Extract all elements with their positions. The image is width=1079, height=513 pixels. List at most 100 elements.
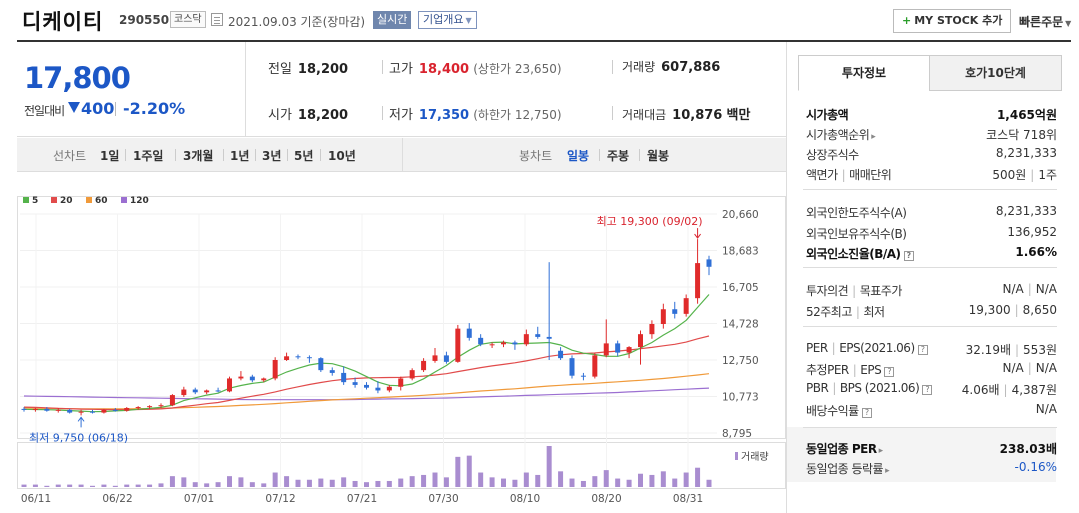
legend-swatch xyxy=(86,197,92,203)
divider xyxy=(612,60,613,74)
candle-body xyxy=(683,298,689,314)
volume-bar xyxy=(626,479,632,487)
period-3y[interactable]: 3년 xyxy=(262,149,282,163)
candle-body xyxy=(489,344,495,346)
stock-header: 디케이티 290550 코스닥 2021.09.03 기준(장마감) 실시간 기… xyxy=(0,0,1079,40)
row-pbr: PBR | BPS (2021.06)? 4.06배 | 4,387원 xyxy=(806,381,1057,397)
price-panel: 17,800 전일대비 400 -2.20% xyxy=(17,42,246,137)
prev-day-label: 전일대비 xyxy=(24,104,65,118)
help-icon[interactable]: ? xyxy=(884,367,895,377)
period-1d[interactable]: 1일 xyxy=(100,149,120,163)
volume-bar xyxy=(455,456,461,487)
week52-low-label: 최저 xyxy=(863,305,885,319)
candle-body xyxy=(135,407,141,409)
info-tabs: 투자정보 호가10단계 xyxy=(798,55,1062,91)
help-icon[interactable]: ? xyxy=(903,251,914,261)
row-industry-rate[interactable]: 동일업종 등락률 ▸ -0.16% xyxy=(803,458,1057,478)
volume-bar xyxy=(158,483,164,487)
foreign-limit-label: 외국인한도주식수(A) xyxy=(806,206,907,220)
legend-label: 120 xyxy=(130,196,149,206)
candle-body xyxy=(466,328,472,338)
candle-daily[interactable]: 일봉 xyxy=(567,149,590,163)
candle-monthly[interactable]: 월봉 xyxy=(647,149,670,163)
candle-body xyxy=(409,370,415,379)
industry-rate-label: 동일업종 등락률 xyxy=(806,462,884,476)
volume-plot-frame xyxy=(17,442,786,489)
company-overview-button[interactable]: 기업개요 ▼ xyxy=(418,11,477,29)
candle-body xyxy=(21,408,27,410)
tab-hoga[interactable]: 호가10단계 xyxy=(929,55,1062,91)
y-tick-label: 14,728 xyxy=(722,319,759,331)
plus-icon: + xyxy=(902,14,912,27)
volume-bar xyxy=(67,484,73,487)
volume-bar xyxy=(535,474,541,487)
candle-body xyxy=(249,376,255,381)
row-dividend: 배당수익률? N/A xyxy=(803,400,1057,420)
candle-body xyxy=(192,389,198,393)
candle-body xyxy=(55,409,61,411)
current-price: 17,800 xyxy=(24,61,131,95)
open-value: 18,200 xyxy=(297,108,349,123)
add-mystock-button[interactable]: + MY STOCK 추가 xyxy=(893,9,1012,33)
candle-body xyxy=(660,309,666,325)
base-date: 2021.09.03 기준(장마감) xyxy=(228,15,366,29)
per-label: PER xyxy=(806,341,828,355)
volume-bar xyxy=(192,482,198,487)
candle-body xyxy=(638,334,643,348)
price-chart[interactable]: 5 20 60 120 20,660 18,683 16,705 14,728 12,750 10… xyxy=(17,172,786,513)
down-triangle-icon xyxy=(68,102,80,113)
period-1y[interactable]: 1년 xyxy=(230,149,250,163)
volume-bar xyxy=(501,478,506,487)
period-bar: 선차트 1일 1주일 3개월 1년 3년 5년 10년 봉차트 일봉 주봉 월봉 xyxy=(17,138,786,172)
legend-label: 20 xyxy=(60,196,73,206)
pbr-value: 4.06배 xyxy=(961,383,1000,397)
divider xyxy=(803,267,1057,268)
volume-bar xyxy=(204,483,210,487)
shares-label: 상장주식수 xyxy=(806,148,859,162)
candle-body xyxy=(432,355,438,361)
period-10y[interactable]: 10년 xyxy=(328,149,356,163)
prev-close-cell: 전일 18,200 xyxy=(268,58,348,77)
volume-bar xyxy=(523,472,529,487)
row-industry-per[interactable]: 동일업종 PER ▸ 238.03배 xyxy=(803,438,1057,458)
market-cap-rank-value: 코스닥 718위 xyxy=(986,128,1057,142)
stock-name: 디케이티 xyxy=(22,10,104,34)
candle-body xyxy=(124,407,130,411)
legend-label: 5 xyxy=(32,196,38,206)
candle-weekly[interactable]: 주봉 xyxy=(607,149,630,163)
volume-bar xyxy=(546,446,552,487)
help-icon[interactable]: ? xyxy=(922,385,933,395)
volume-cell: 거래량 607,886 xyxy=(622,58,720,75)
dividend-value: N/A xyxy=(1035,402,1057,416)
volume-bar xyxy=(135,484,141,487)
period-1w[interactable]: 1주일 xyxy=(133,149,164,163)
period-3m[interactable]: 3개월 xyxy=(183,149,214,163)
candle-body xyxy=(306,357,312,359)
legend-swatch xyxy=(23,197,29,203)
candle-body xyxy=(649,324,655,335)
help-icon[interactable]: ? xyxy=(861,408,872,418)
tab-invest-info[interactable]: 투자정보 xyxy=(798,55,930,91)
candle-body xyxy=(272,360,278,379)
volume-bar xyxy=(603,470,609,487)
row-market-cap-rank[interactable]: 시가총액순위 ▸ 코스닥 718위 xyxy=(803,124,1057,144)
realtime-button[interactable]: 실시간 xyxy=(373,11,412,29)
open-label: 시가 xyxy=(268,108,292,123)
candle-body xyxy=(386,386,392,391)
candle-body xyxy=(706,259,712,267)
upper-limit: (상한가 23,650) xyxy=(473,62,562,76)
help-icon[interactable]: ? xyxy=(917,345,928,355)
industry-per-label: 동일업종 PER xyxy=(806,442,877,456)
period-5y[interactable]: 5년 xyxy=(294,149,314,163)
dividend-label: 배당수익률 xyxy=(806,404,859,418)
volume-bar xyxy=(101,484,107,487)
quick-order-button[interactable]: 빠른주문 ▼ xyxy=(1019,13,1071,30)
chevron-right-icon: ▸ xyxy=(871,132,876,142)
volume-bar xyxy=(169,476,175,487)
volume-bar xyxy=(90,485,95,487)
foreign-ratio-value: 1.66% xyxy=(1015,245,1057,259)
candle-body xyxy=(329,370,335,373)
y-tick-label: 12,750 xyxy=(722,355,759,367)
volume-bar xyxy=(306,479,312,487)
candle-body xyxy=(455,328,461,362)
